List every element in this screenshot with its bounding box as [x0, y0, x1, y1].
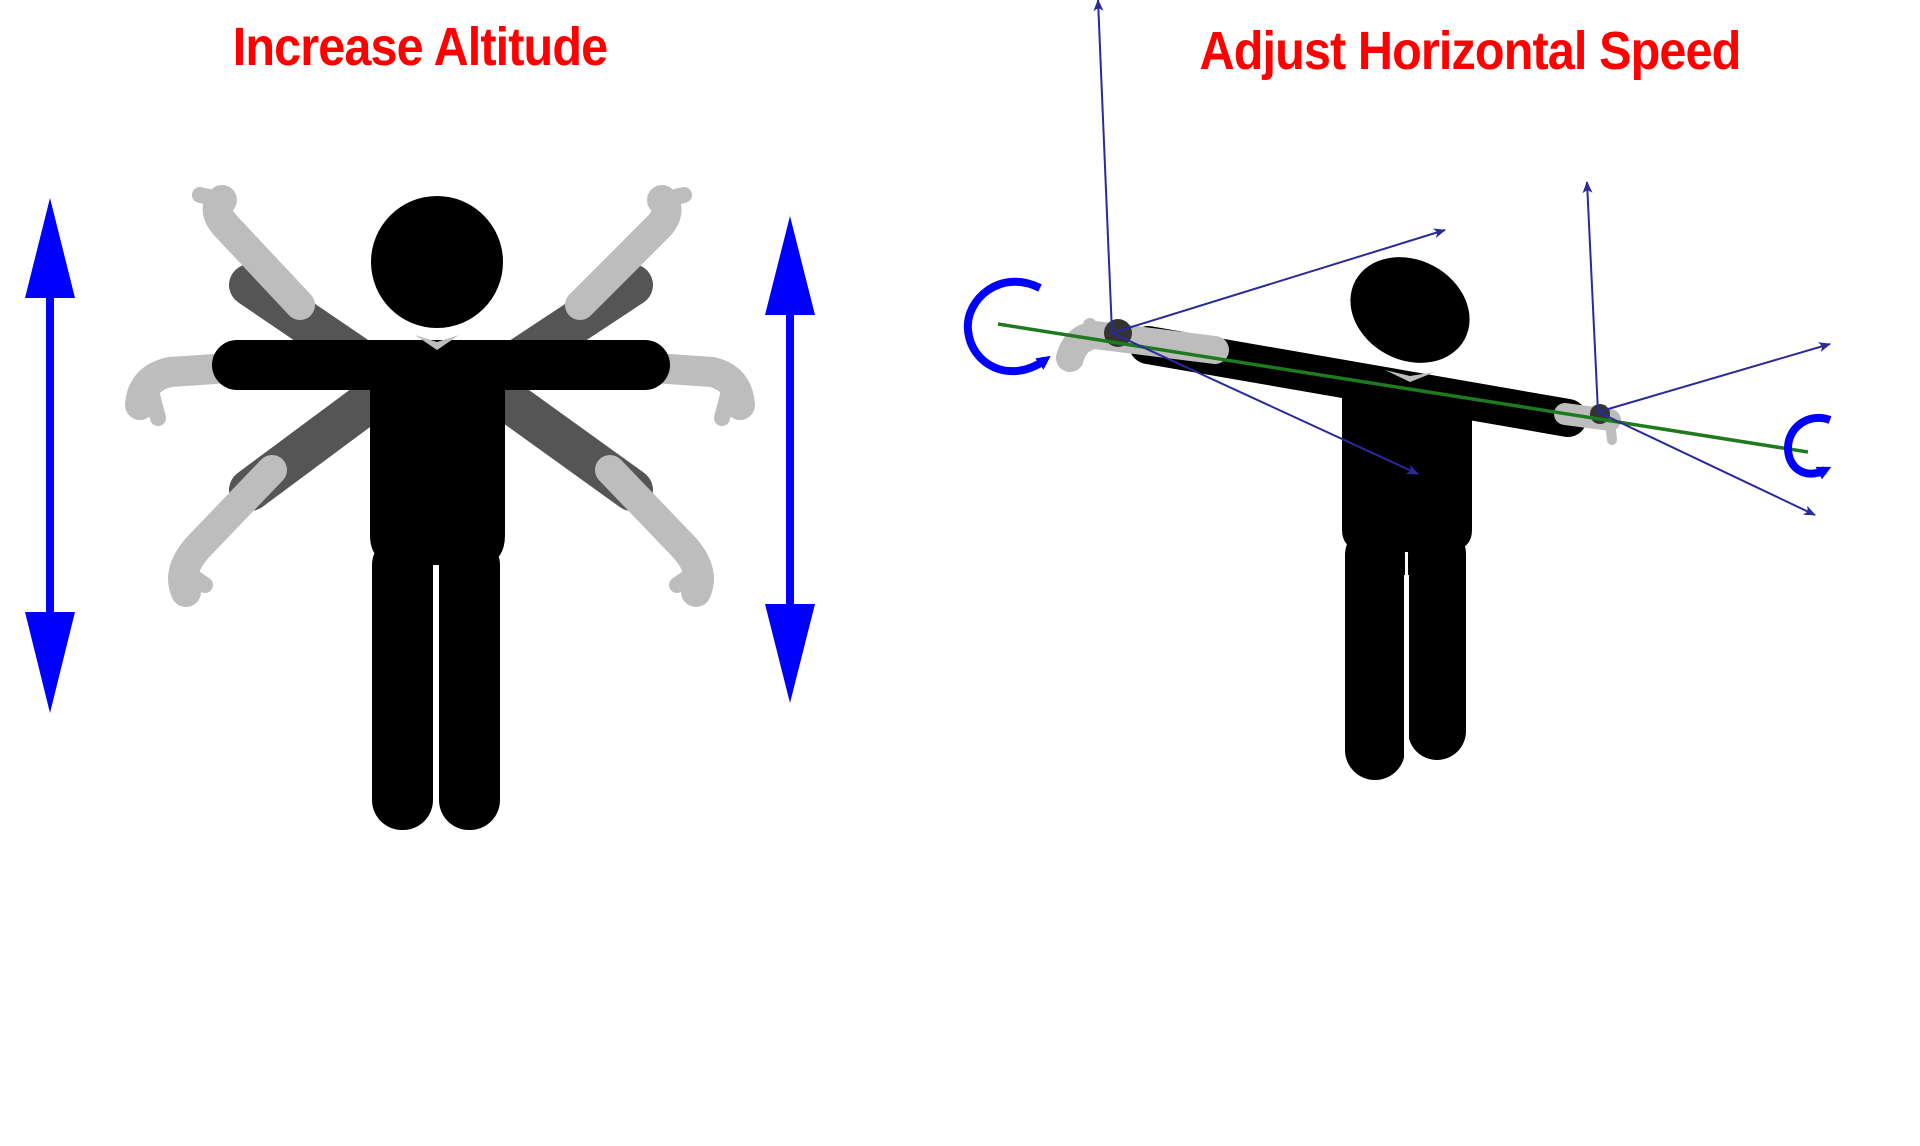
collar: [415, 335, 459, 350]
left-leg: [1345, 525, 1405, 780]
person-figure-right: [1129, 257, 1587, 780]
torso: [1342, 372, 1472, 552]
right-leg: [439, 535, 500, 830]
arm-axis-line: [997, 322, 1809, 454]
left-leg: [372, 535, 433, 830]
left-vertical-double-arrow: [25, 198, 75, 713]
panel-title-increase-altitude: Increase Altitude: [232, 17, 608, 77]
right-leg: [1408, 525, 1466, 760]
head: [371, 196, 503, 328]
leg-gap: [433, 595, 439, 805]
panel-title-adjust-horizontal-speed: Adjust Horizontal Speed: [1199, 21, 1742, 81]
leg-gap: [1404, 575, 1409, 760]
torso: [370, 340, 505, 565]
rotation-curl-arrows: [963, 277, 1832, 480]
collar: [1385, 370, 1435, 382]
coordinate-vectors: [1093, 0, 1831, 516]
head: [1350, 257, 1470, 363]
hand-ghost-light-positions: [125, 185, 755, 607]
adjust-horizontal-speed-panel: [963, 0, 1832, 780]
increase-altitude-panel: [25, 185, 815, 830]
person-figure-left: [212, 196, 670, 830]
right-vertical-double-arrow: [765, 216, 815, 703]
